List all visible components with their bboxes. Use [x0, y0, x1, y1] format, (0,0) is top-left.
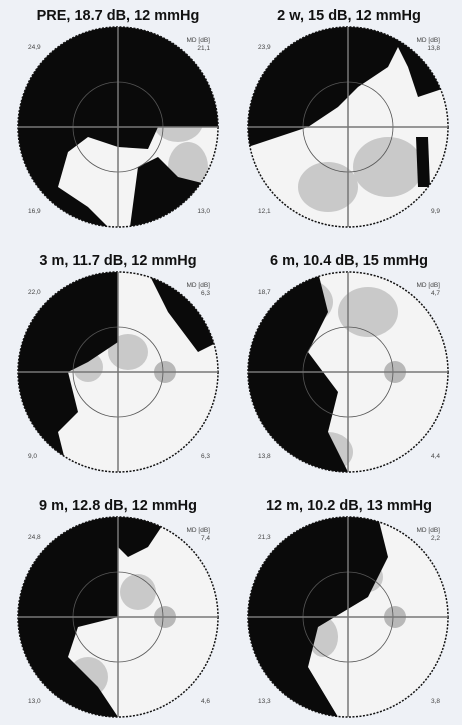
md-value: 21,1	[197, 45, 210, 52]
bottom-left-value: 13,3	[258, 698, 271, 705]
md-label: MD [dB]	[187, 527, 211, 534]
top-left-value: 23,9	[258, 44, 271, 51]
bottom-left-value: 16,9	[28, 208, 41, 215]
panel-title: 2 w, 15 dB, 12 mmHg	[277, 8, 421, 24]
figure: PRE, 18.7 dB, 12 mmHg24,9MD [dB]21,116,9…	[0, 0, 462, 725]
md-label: MD [dB]	[417, 282, 441, 289]
md-value: 7,4	[201, 535, 210, 542]
loss-region	[416, 137, 430, 187]
gray-patch	[338, 287, 398, 337]
bottom-right-value: 4,4	[431, 453, 440, 460]
md-value: 6,3	[201, 290, 210, 297]
top-left-value: 22,0	[28, 289, 41, 296]
panel-title: 3 m, 11.7 dB, 12 mmHg	[39, 253, 196, 269]
panel-title: 6 m, 10.4 dB, 15 mmHg	[270, 253, 428, 269]
page: {"panels": [ {"title": "PRE, 18.7 dB, 12…	[0, 0, 462, 725]
md-label: MD [dB]	[417, 527, 441, 534]
panel-title: PRE, 18.7 dB, 12 mmHg	[37, 8, 200, 24]
md-value: 2,2	[431, 535, 440, 542]
md-label: MD [dB]	[187, 37, 211, 44]
bottom-right-value: 3,8	[431, 698, 440, 705]
bottom-right-value: 13,0	[197, 208, 210, 215]
top-left-value: 21,3	[258, 534, 271, 541]
gray-patch	[120, 574, 156, 610]
panel-title: 12 m, 10.2 dB, 13 mmHg	[266, 498, 432, 514]
bottom-right-value: 4,6	[201, 698, 210, 705]
panel-title: 9 m, 12.8 dB, 12 mmHg	[39, 498, 197, 514]
visual-field: 23,9 MD [dB]13,8 12,1 9,9	[248, 27, 448, 227]
bottom-left-value: 13,8	[258, 453, 271, 460]
md-value: 4,7	[431, 290, 440, 297]
bottom-right-value: 9,9	[431, 208, 440, 215]
gray-patch	[353, 137, 423, 197]
visual-field: 21,3 MD [dB]2,2 13,3 3,8	[248, 517, 448, 717]
md-label: MD [dB]	[187, 282, 211, 289]
bottom-left-value: 12,1	[258, 208, 271, 215]
md-label: MD [dB]	[417, 37, 441, 44]
top-left-value: 24,8	[28, 534, 41, 541]
bottom-left-value: 13,0	[28, 698, 41, 705]
bottom-right-value: 6,3	[201, 453, 210, 460]
bottom-left-value: 9,0	[28, 453, 37, 460]
visual-field: 24,8 MD [dB]7,4 13,0 4,6	[18, 517, 218, 717]
top-left-value: 24,9	[28, 44, 41, 51]
visual-field: 18,7 MD [dB]4,7 13,8 4,4	[248, 272, 448, 472]
md-value: 13,8	[427, 45, 440, 52]
gray-patch	[298, 162, 358, 212]
top-left-value: 18,7	[258, 289, 271, 296]
visual-field: 24,9 MD [dB]21,1 16,9 13,0	[18, 27, 218, 227]
